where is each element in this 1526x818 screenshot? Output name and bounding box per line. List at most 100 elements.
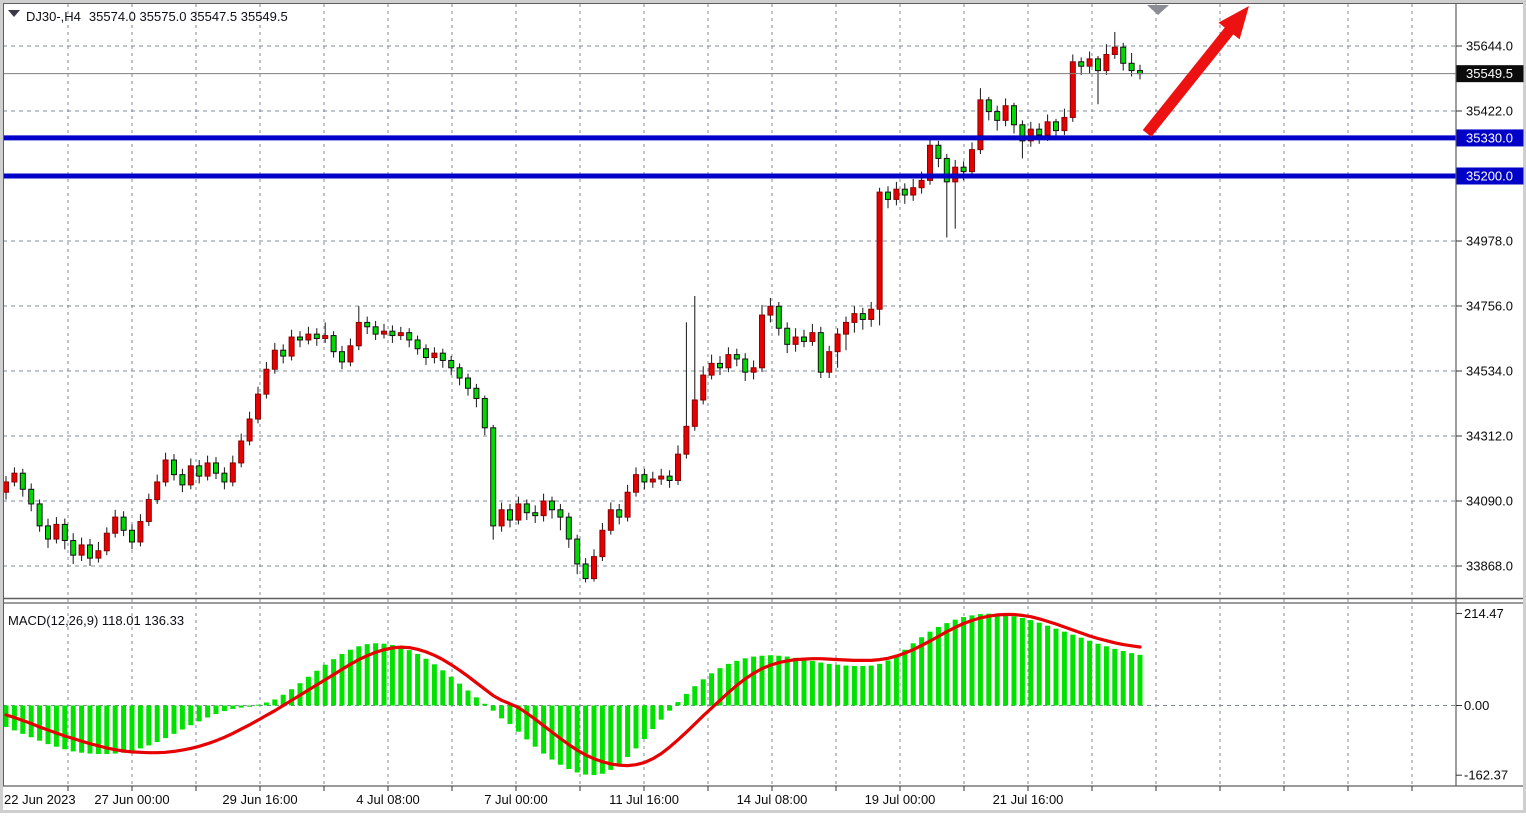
macd-histogram-bar	[944, 623, 950, 706]
macd-histogram-bar	[95, 705, 101, 754]
time-axis-label[interactable]: 21 Jul 16:00	[993, 792, 1064, 807]
price-axis-label[interactable]: 33868.0	[1466, 558, 1513, 573]
time-axis-label[interactable]: 11 Jul 16:00	[609, 792, 679, 807]
candle-body	[1086, 58, 1093, 67]
candle-body	[330, 335, 337, 353]
annotations	[1142, 6, 1250, 137]
macd-histogram-bar	[1019, 617, 1025, 706]
macd-histogram-bar	[154, 705, 160, 742]
macd-histogram-bar	[1120, 650, 1126, 706]
time-axis-label[interactable]: 22 Jun 2023	[4, 792, 76, 807]
macd-histogram-bar	[465, 690, 471, 706]
candle-body	[801, 336, 807, 342]
macd-histogram-bar	[247, 705, 253, 707]
macd-histogram-bar	[53, 705, 59, 747]
macd-indicator	[3, 612, 1143, 776]
macd-histogram-bar	[692, 686, 698, 706]
macd-histogram-bar	[347, 649, 353, 706]
macd-indicator-label: MACD(12,26,9) 118.01 136.33	[8, 613, 184, 628]
time-axis-label[interactable]: 19 Jul 00:00	[865, 792, 936, 807]
candle-body	[11, 472, 18, 483]
macd-histogram-bar	[751, 656, 757, 706]
candle-body	[87, 544, 93, 559]
candle-body	[885, 191, 891, 200]
macd-axis-label: -162.37	[1464, 768, 1508, 783]
candle-body	[725, 354, 732, 369]
trend-arrow-shaft[interactable]	[1142, 22, 1238, 137]
macd-histogram-bar	[784, 656, 790, 706]
candle-body	[1044, 121, 1051, 136]
macd-histogram-bar	[515, 705, 521, 732]
symbol-title-group: DJ30-,H4 35574.0 35575.0 35547.5 35549.5	[8, 9, 288, 24]
macd-histogram-bar	[717, 668, 723, 706]
candle-body	[1128, 62, 1135, 72]
pane-borders	[3, 3, 1523, 787]
macd-histogram-bar	[1095, 643, 1101, 706]
macd-histogram-bar	[507, 705, 513, 724]
macd-histogram-bar	[902, 649, 908, 706]
candle-body	[229, 462, 236, 483]
candle-body	[1036, 128, 1043, 136]
horizontal-level-lines	[3, 135, 1456, 179]
time-axis-label[interactable]: 27 Jun 00:00	[94, 792, 169, 807]
macd-histogram-bar	[818, 662, 824, 706]
candle-body	[490, 427, 497, 527]
candle-body	[280, 349, 287, 357]
macd-histogram-bar	[835, 664, 841, 706]
candle-body	[557, 509, 564, 518]
macd-histogram-bar	[37, 705, 43, 741]
price-axis-label[interactable]: 34756.0	[1466, 298, 1513, 313]
symbol-dropdown-triangle-icon[interactable]	[8, 10, 20, 17]
candle-body	[927, 144, 933, 181]
candle-body	[103, 532, 110, 552]
candle-body	[1027, 128, 1034, 142]
candle-body	[935, 144, 942, 159]
macd-histogram-bar	[70, 705, 76, 752]
macd-histogram-bar	[667, 705, 673, 711]
trend-arrow-head[interactable]	[1218, 6, 1250, 40]
macd-histogram-bar	[79, 705, 85, 753]
macd-histogram-bar	[171, 705, 177, 734]
time-axis-label[interactable]: 14 Jul 08:00	[737, 792, 808, 807]
candle-body	[322, 335, 329, 339]
candle-body	[313, 333, 320, 339]
price-axis-label[interactable]: 34978.0	[1466, 233, 1513, 248]
macd-histogram-bar	[700, 679, 706, 706]
candle-body	[1103, 53, 1110, 72]
macd-histogram-bar	[62, 705, 68, 750]
candle-body	[901, 188, 908, 196]
candle-body	[473, 387, 480, 400]
macd-histogram-bar	[574, 705, 580, 773]
macd-histogram-bar	[742, 658, 748, 706]
candle-body	[943, 157, 950, 183]
candle-body	[1002, 105, 1009, 121]
time-axis-label[interactable]: 4 Jul 08:00	[356, 792, 420, 807]
macd-histogram-bar	[1011, 616, 1017, 706]
price-axis-label[interactable]: 34312.0	[1466, 428, 1513, 443]
candle-body	[868, 308, 875, 320]
candle-body	[792, 336, 799, 345]
candle-body	[439, 352, 446, 361]
price-axis-label[interactable]: 35644.0	[1466, 39, 1513, 54]
price-axis-label[interactable]: 35422.0	[1466, 103, 1513, 118]
price-axis-label[interactable]: 34534.0	[1466, 363, 1513, 378]
candle-body	[591, 556, 597, 580]
candle-body	[616, 509, 623, 518]
time-axis-label[interactable]: 29 Jun 16:00	[222, 792, 297, 807]
macd-histogram-bar	[431, 664, 437, 706]
candle-body	[1053, 121, 1059, 132]
candle-body	[95, 550, 102, 559]
macd-histogram-bar	[230, 705, 236, 709]
macd-histogram-bar	[415, 653, 421, 706]
time-axis-label[interactable]: 7 Jul 00:00	[484, 792, 548, 807]
macd-histogram-bar	[524, 705, 530, 740]
candle-body	[364, 321, 371, 328]
chart-shift-marker-icon[interactable]	[1147, 5, 1169, 15]
macd-histogram-bar	[137, 705, 143, 749]
macd-histogram-bar	[725, 663, 731, 706]
candle-body	[708, 362, 715, 376]
candle-body	[826, 351, 833, 373]
price-axis-label[interactable]: 34090.0	[1466, 493, 1513, 508]
macd-histogram-bar	[767, 655, 773, 706]
